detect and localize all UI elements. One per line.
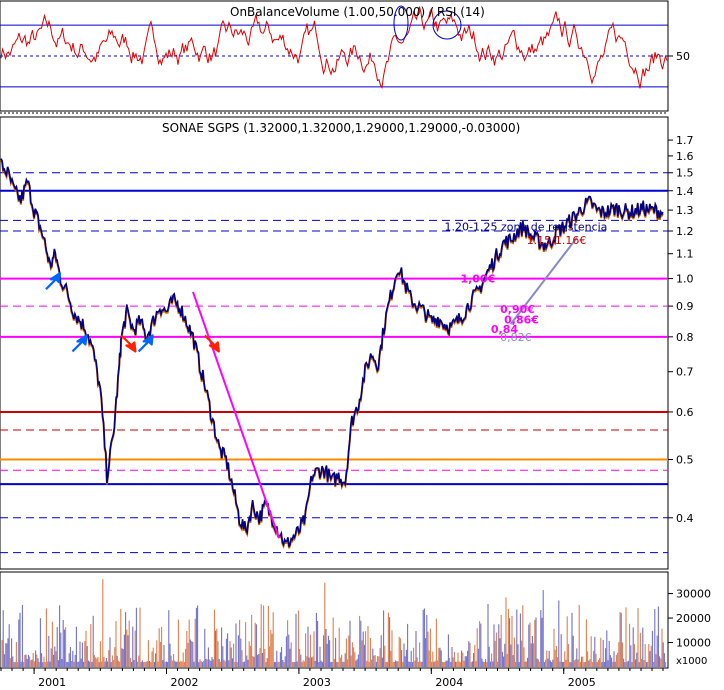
volume-tick-label: 10000 bbox=[676, 637, 711, 650]
arrow-up-icon bbox=[71, 334, 88, 353]
volume-tick-label: 20000 bbox=[676, 612, 711, 625]
x-tick-label: 2003 bbox=[303, 676, 331, 689]
price-tick-label: 0.6 bbox=[676, 406, 694, 419]
price-line bbox=[0, 158, 664, 548]
volume-unit-label: x1000 bbox=[676, 656, 707, 667]
volume-tick-label: 30000 bbox=[676, 588, 711, 601]
price-tick-label: 0.5 bbox=[676, 454, 694, 467]
arrow-up-icon bbox=[45, 272, 62, 290]
price-annotation: 0,82€ bbox=[500, 331, 531, 344]
price-annotation: 0,86€ bbox=[504, 313, 539, 326]
price-title: SONAE SGPS (1.32000,1.32000,1.29000,1.29… bbox=[162, 121, 520, 135]
rsi-highlight-circle bbox=[393, 5, 409, 41]
rsi-highlight-circle bbox=[432, 10, 462, 40]
price-tick-label: 1.5 bbox=[676, 167, 694, 180]
price-tick-label: 1.1 bbox=[676, 248, 694, 261]
price-tick-label: 1.3 bbox=[676, 204, 694, 217]
price-panel bbox=[0, 116, 669, 570]
price-annotation: 0,84 bbox=[491, 323, 518, 336]
trendline bbox=[192, 291, 280, 539]
price-annotation: 1,00€ bbox=[460, 273, 495, 286]
x-tick-label: 2001 bbox=[38, 676, 66, 689]
x-tick-label: 2002 bbox=[171, 676, 199, 689]
arrow-up-icon bbox=[137, 334, 154, 353]
price-tick-label: 0.8 bbox=[676, 331, 694, 344]
x-tick-label: 2005 bbox=[568, 676, 596, 689]
price-tick-label: 1.2 bbox=[676, 225, 694, 238]
x-tick-label: 2004 bbox=[435, 676, 463, 689]
price-annotation: 1.15/1.16€ bbox=[527, 234, 587, 247]
price-tick-label: 0.7 bbox=[676, 366, 694, 379]
rsi-tick-label: 50 bbox=[676, 50, 690, 63]
trendline bbox=[509, 236, 578, 325]
price-tick-label: 1.6 bbox=[676, 150, 694, 163]
arrow-down-icon bbox=[120, 334, 137, 353]
rsi-title: OnBalanceVolume (1.00,50.000) / RSI (14) bbox=[230, 5, 485, 19]
price-tick-label: 0.9 bbox=[676, 300, 694, 313]
price-annotation: 1.20-1.25 zona de resistencia bbox=[445, 221, 608, 234]
price-tick-label: 0.4 bbox=[676, 512, 694, 525]
price-tick-label: 1.7 bbox=[676, 134, 694, 147]
price-tick-label: 1.4 bbox=[676, 185, 694, 198]
arrow-down-icon bbox=[204, 334, 220, 353]
rsi-line bbox=[0, 6, 668, 90]
price-annotation: 0,90€ bbox=[500, 303, 535, 316]
rsi-panel bbox=[0, 0, 669, 112]
price-tick-label: 1.0 bbox=[676, 273, 694, 286]
